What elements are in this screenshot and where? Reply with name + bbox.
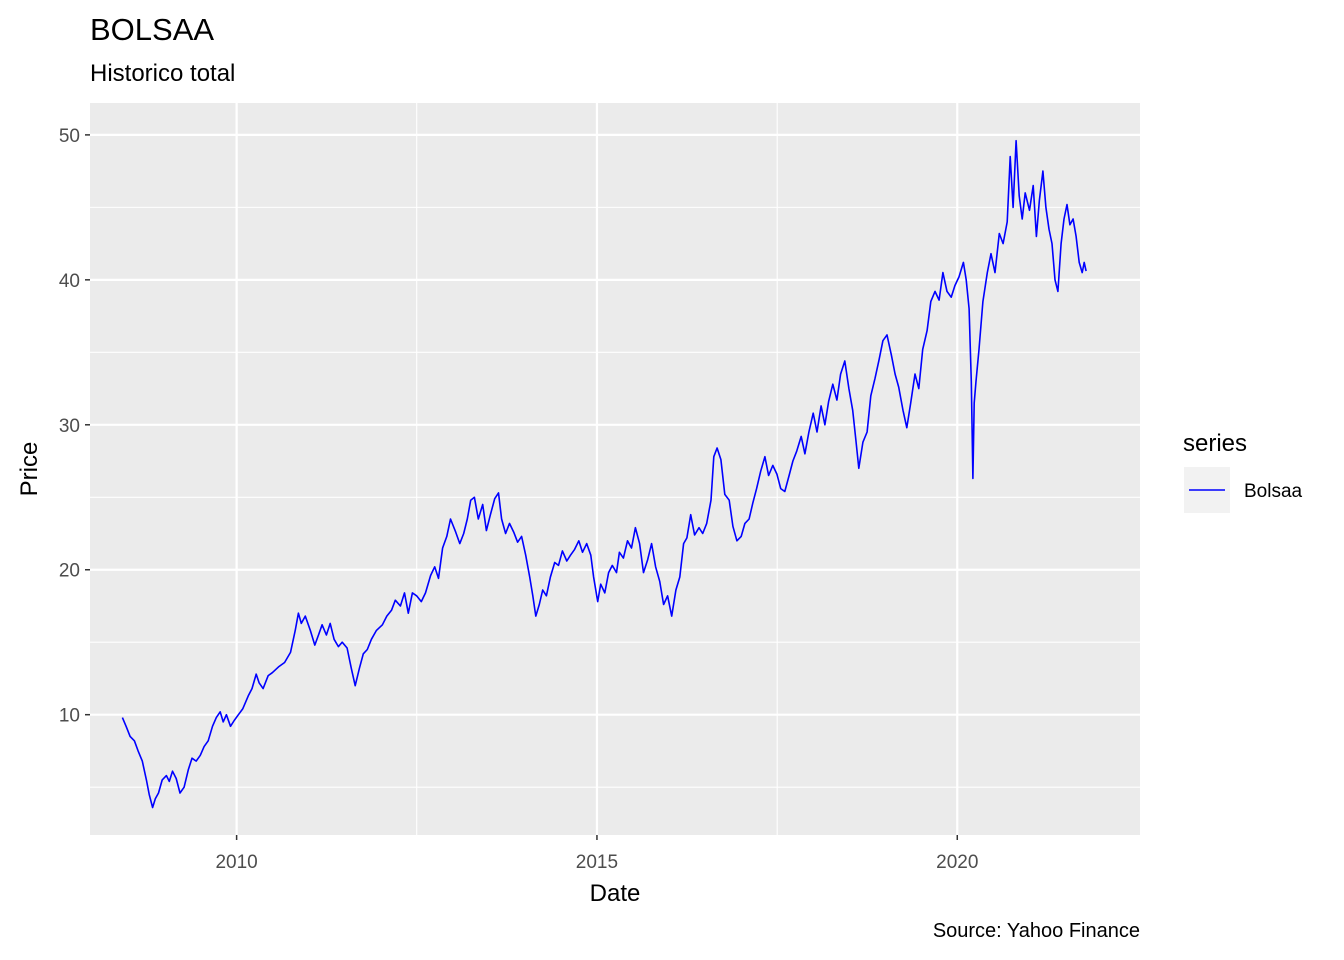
y-tick-label: 40	[59, 271, 80, 292]
chart-subtitle: Historico total	[90, 60, 236, 87]
y-axis-title: Price	[16, 442, 43, 497]
x-axis-title: Date	[590, 880, 641, 907]
y-tick-label: 10	[59, 706, 80, 727]
legend: series Bolsaa	[1183, 430, 1303, 513]
series-layer	[121, 139, 1087, 809]
x-tick-label: 2020	[936, 852, 978, 873]
x-tick-label: 2015	[576, 852, 618, 873]
plot-panel	[90, 103, 1140, 835]
chart-title: BOLSAA	[90, 12, 215, 47]
y-tick-label: 50	[59, 126, 80, 147]
legend-label-bolsaa: Bolsaa	[1244, 481, 1303, 502]
minor-gridlines	[90, 103, 1140, 835]
series-line-bolsaa	[121, 139, 1087, 809]
y-tick-label: 20	[59, 561, 80, 582]
x-tick-label: 2010	[215, 852, 257, 873]
axis-layer: 10 20 30 40 50 2010 2015 2020	[59, 126, 979, 873]
y-tick-label: 30	[59, 416, 80, 437]
legend-title: series	[1183, 430, 1247, 457]
chart-caption: Source: Yahoo Finance	[932, 920, 1140, 942]
